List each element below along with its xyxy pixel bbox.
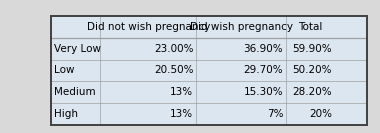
Text: Very Low: Very Low bbox=[54, 44, 101, 54]
Text: 50.20%: 50.20% bbox=[293, 65, 332, 76]
Text: Did wish pregnancy: Did wish pregnancy bbox=[190, 22, 293, 32]
Text: 20.50%: 20.50% bbox=[154, 65, 193, 76]
Text: 13%: 13% bbox=[170, 87, 193, 97]
Text: 23.00%: 23.00% bbox=[154, 44, 193, 54]
Text: 29.70%: 29.70% bbox=[244, 65, 283, 76]
Text: Medium: Medium bbox=[54, 87, 96, 97]
Text: 20%: 20% bbox=[309, 109, 332, 119]
Text: Total: Total bbox=[299, 22, 323, 32]
Text: Did not wish pregnancy: Did not wish pregnancy bbox=[87, 22, 210, 32]
Text: 15.30%: 15.30% bbox=[244, 87, 283, 97]
Text: 59.90%: 59.90% bbox=[293, 44, 332, 54]
Bar bbox=[51, 16, 367, 125]
Text: 36.90%: 36.90% bbox=[244, 44, 283, 54]
Text: 13%: 13% bbox=[170, 109, 193, 119]
Bar bbox=[51, 16, 367, 125]
Text: High: High bbox=[54, 109, 78, 119]
Text: 7%: 7% bbox=[267, 109, 283, 119]
Text: Low: Low bbox=[54, 65, 75, 76]
Text: 28.20%: 28.20% bbox=[293, 87, 332, 97]
